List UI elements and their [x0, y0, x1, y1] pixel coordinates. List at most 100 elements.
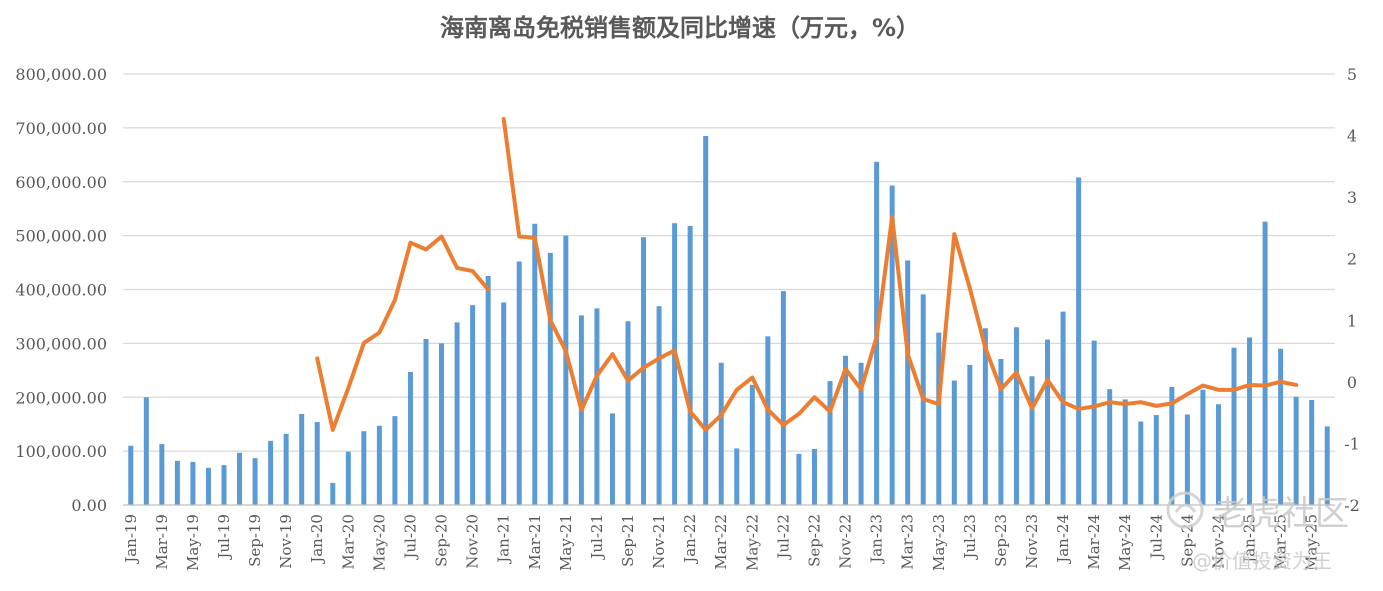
- bar: [470, 305, 476, 505]
- bar: [361, 431, 367, 505]
- watermark-handle: @价值投资为王: [1192, 549, 1332, 573]
- x-tick-label: Jan-20: [308, 514, 326, 565]
- bar: [221, 465, 227, 505]
- bar: [252, 458, 258, 505]
- x-tick-label: Jan-23: [868, 514, 886, 565]
- x-tick-label: May-24: [1116, 514, 1134, 571]
- x-tick-label: Jul-23: [961, 514, 979, 561]
- x-tick-label: Jan-24: [1054, 514, 1072, 565]
- x-tick-label: Mar-25: [1272, 514, 1290, 570]
- y2-tick-label: -2: [1344, 496, 1360, 515]
- y-tick-label: 300,000.00: [15, 334, 107, 353]
- x-tick-label: Mar-21: [526, 514, 544, 570]
- y-tick-label: 600,000.00: [15, 173, 107, 192]
- bar: [1262, 221, 1268, 505]
- bar: [1013, 327, 1019, 505]
- x-tick-label: Sep-19: [246, 514, 264, 567]
- x-tick-label: May-19: [184, 514, 202, 571]
- bar: [1045, 339, 1051, 505]
- bar: [190, 461, 196, 505]
- bar: [501, 302, 507, 505]
- growth-line: [315, 116, 1299, 432]
- line-series-segment: [315, 234, 491, 432]
- bar: [1091, 340, 1097, 505]
- bar: [982, 328, 988, 505]
- bar: [734, 448, 740, 505]
- bar: [1107, 389, 1113, 505]
- bar: [1122, 399, 1128, 505]
- bar: [1215, 404, 1221, 505]
- bar: [1247, 337, 1253, 505]
- bar: [967, 364, 973, 505]
- x-tick-label: Jul-22: [774, 514, 792, 561]
- x-tick-label: Mar-23: [899, 514, 917, 570]
- bar: [1029, 376, 1035, 505]
- left-axis: 0.00 100,000.00 200,000.00 300,000.00 400,00…: [15, 65, 107, 515]
- line-series-segment: [501, 116, 1299, 432]
- bar: [641, 237, 647, 506]
- x-tick-label: Jul-21: [588, 514, 606, 561]
- bar: [718, 362, 724, 505]
- x-tick-label: Jan-22: [681, 514, 699, 565]
- bar: [299, 413, 305, 505]
- y-tick-label: 800,000.00: [15, 65, 107, 84]
- y2-tick-label: 0: [1347, 373, 1357, 392]
- x-tick-label: Mar-24: [1085, 514, 1103, 570]
- bar: [1278, 348, 1284, 505]
- x-tick-label: May-21: [557, 514, 575, 571]
- x-tick-label: Sep-23: [992, 514, 1010, 567]
- bar: [563, 235, 569, 506]
- x-tick-label: Sep-21: [619, 514, 637, 567]
- bar: [858, 362, 864, 505]
- bar: [392, 416, 398, 505]
- bar: [407, 371, 413, 505]
- bar: [454, 322, 460, 505]
- x-tick-label: Jan-21: [495, 514, 513, 565]
- bar: [205, 467, 211, 505]
- x-tick-label: Sep-20: [433, 514, 451, 567]
- bar: [951, 380, 957, 505]
- bar: [174, 460, 180, 505]
- bar: [936, 332, 942, 505]
- y2-tick-label: 2: [1347, 250, 1357, 269]
- bar: [376, 425, 382, 505]
- x-tick-label: Mar-20: [339, 514, 357, 570]
- bar: [905, 260, 911, 505]
- bar: [796, 453, 802, 505]
- bar: [1293, 396, 1299, 505]
- bar: [672, 223, 678, 506]
- y2-tick-label: 3: [1347, 188, 1357, 207]
- bar: [656, 306, 662, 505]
- bar: [237, 452, 243, 505]
- watermark-logo: [1166, 491, 1204, 529]
- y-tick-label: 0.00: [71, 496, 107, 515]
- bar: [516, 261, 522, 505]
- x-tick-label: May-20: [370, 514, 388, 571]
- bar: [749, 384, 755, 505]
- right-axis: -2 -1 0 1 2 3 4 5: [1344, 65, 1360, 515]
- x-tick-label: Mar-22: [712, 514, 730, 570]
- bar: [1231, 347, 1237, 505]
- x-tick-label: Mar-19: [153, 514, 171, 570]
- watermark: 老虎社区 @价值投资为王: [1166, 491, 1349, 573]
- bar: [547, 252, 553, 505]
- x-tick-label: May-22: [743, 514, 761, 571]
- x-tick-label: Jul-19: [215, 514, 233, 561]
- x-tick-label: May-25: [1303, 514, 1321, 571]
- watermark-title: 老虎社区: [1213, 494, 1349, 534]
- bar: [485, 276, 491, 505]
- bar: [283, 433, 289, 505]
- bar: [765, 336, 771, 505]
- y2-tick-label: -1: [1344, 434, 1360, 453]
- bar: [330, 482, 336, 505]
- bar: [703, 135, 709, 505]
- x-tick-label: Jan-25: [1241, 514, 1259, 565]
- bar: [1153, 415, 1159, 505]
- bar: [1076, 177, 1082, 505]
- x-tick-label: Jul-24: [1147, 514, 1165, 561]
- y-tick-label: 200,000.00: [15, 388, 107, 407]
- x-axis: Jan-19 Mar-19 May-19 Jul-19 Sep-19 Nov-19 Jan-…: [122, 504, 1335, 571]
- bar: [625, 321, 631, 505]
- x-tick-label: Nov-20: [464, 514, 482, 569]
